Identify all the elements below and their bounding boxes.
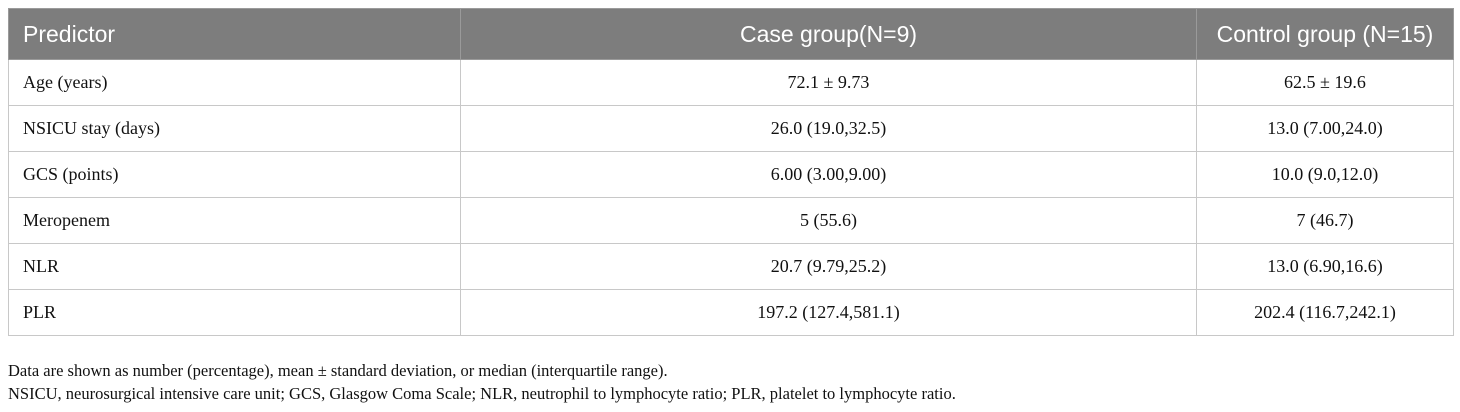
table-body: Age (years) 72.1 ± 9.73 62.5 ± 19.6 NSIC… [8, 59, 1454, 336]
table-row: NSICU stay (days) 26.0 (19.0,32.5) 13.0 … [8, 105, 1454, 152]
table-footnotes: Data are shown as number (percentage), m… [8, 359, 956, 405]
predictor-cell: GCS (points) [8, 151, 461, 198]
case-value-cell: 197.2 (127.4,581.1) [460, 289, 1197, 336]
control-value-cell: 62.5 ± 19.6 [1196, 59, 1454, 106]
case-value-cell: 5 (55.6) [460, 197, 1197, 244]
predictor-cell: NLR [8, 243, 461, 290]
header-row: Predictor Case group(N=9) Control group … [8, 8, 1454, 60]
table-row: Meropenem 5 (55.6) 7 (46.7) [8, 197, 1454, 244]
header-predictor: Predictor [8, 8, 461, 60]
predictor-cell: PLR [8, 289, 461, 336]
predictor-cell: Meropenem [8, 197, 461, 244]
data-table-container: Predictor Case group(N=9) Control group … [8, 8, 1454, 336]
footnote-data-description: Data are shown as number (percentage), m… [8, 361, 668, 380]
control-value-cell: 10.0 (9.0,12.0) [1196, 151, 1454, 198]
table-row: NLR 20.7 (9.79,25.2) 13.0 (6.90,16.6) [8, 243, 1454, 290]
predictor-table: Predictor Case group(N=9) Control group … [8, 8, 1454, 336]
footnote-abbreviations: NSICU, neurosurgical intensive care unit… [8, 384, 956, 403]
table-row: GCS (points) 6.00 (3.00,9.00) 10.0 (9.0,… [8, 151, 1454, 198]
control-value-cell: 13.0 (6.90,16.6) [1196, 243, 1454, 290]
control-value-cell: 7 (46.7) [1196, 197, 1454, 244]
header-control-group: Control group (N=15) [1196, 8, 1454, 60]
case-value-cell: 72.1 ± 9.73 [460, 59, 1197, 106]
header-case-group: Case group(N=9) [460, 8, 1197, 60]
case-value-cell: 6.00 (3.00,9.00) [460, 151, 1197, 198]
table-header: Predictor Case group(N=9) Control group … [8, 8, 1454, 60]
control-value-cell: 202.4 (116.7,242.1) [1196, 289, 1454, 336]
table-row: PLR 197.2 (127.4,581.1) 202.4 (116.7,242… [8, 289, 1454, 336]
predictor-cell: NSICU stay (days) [8, 105, 461, 152]
table-row: Age (years) 72.1 ± 9.73 62.5 ± 19.6 [8, 59, 1454, 106]
case-value-cell: 26.0 (19.0,32.5) [460, 105, 1197, 152]
control-value-cell: 13.0 (7.00,24.0) [1196, 105, 1454, 152]
case-value-cell: 20.7 (9.79,25.2) [460, 243, 1197, 290]
predictor-cell: Age (years) [8, 59, 461, 106]
